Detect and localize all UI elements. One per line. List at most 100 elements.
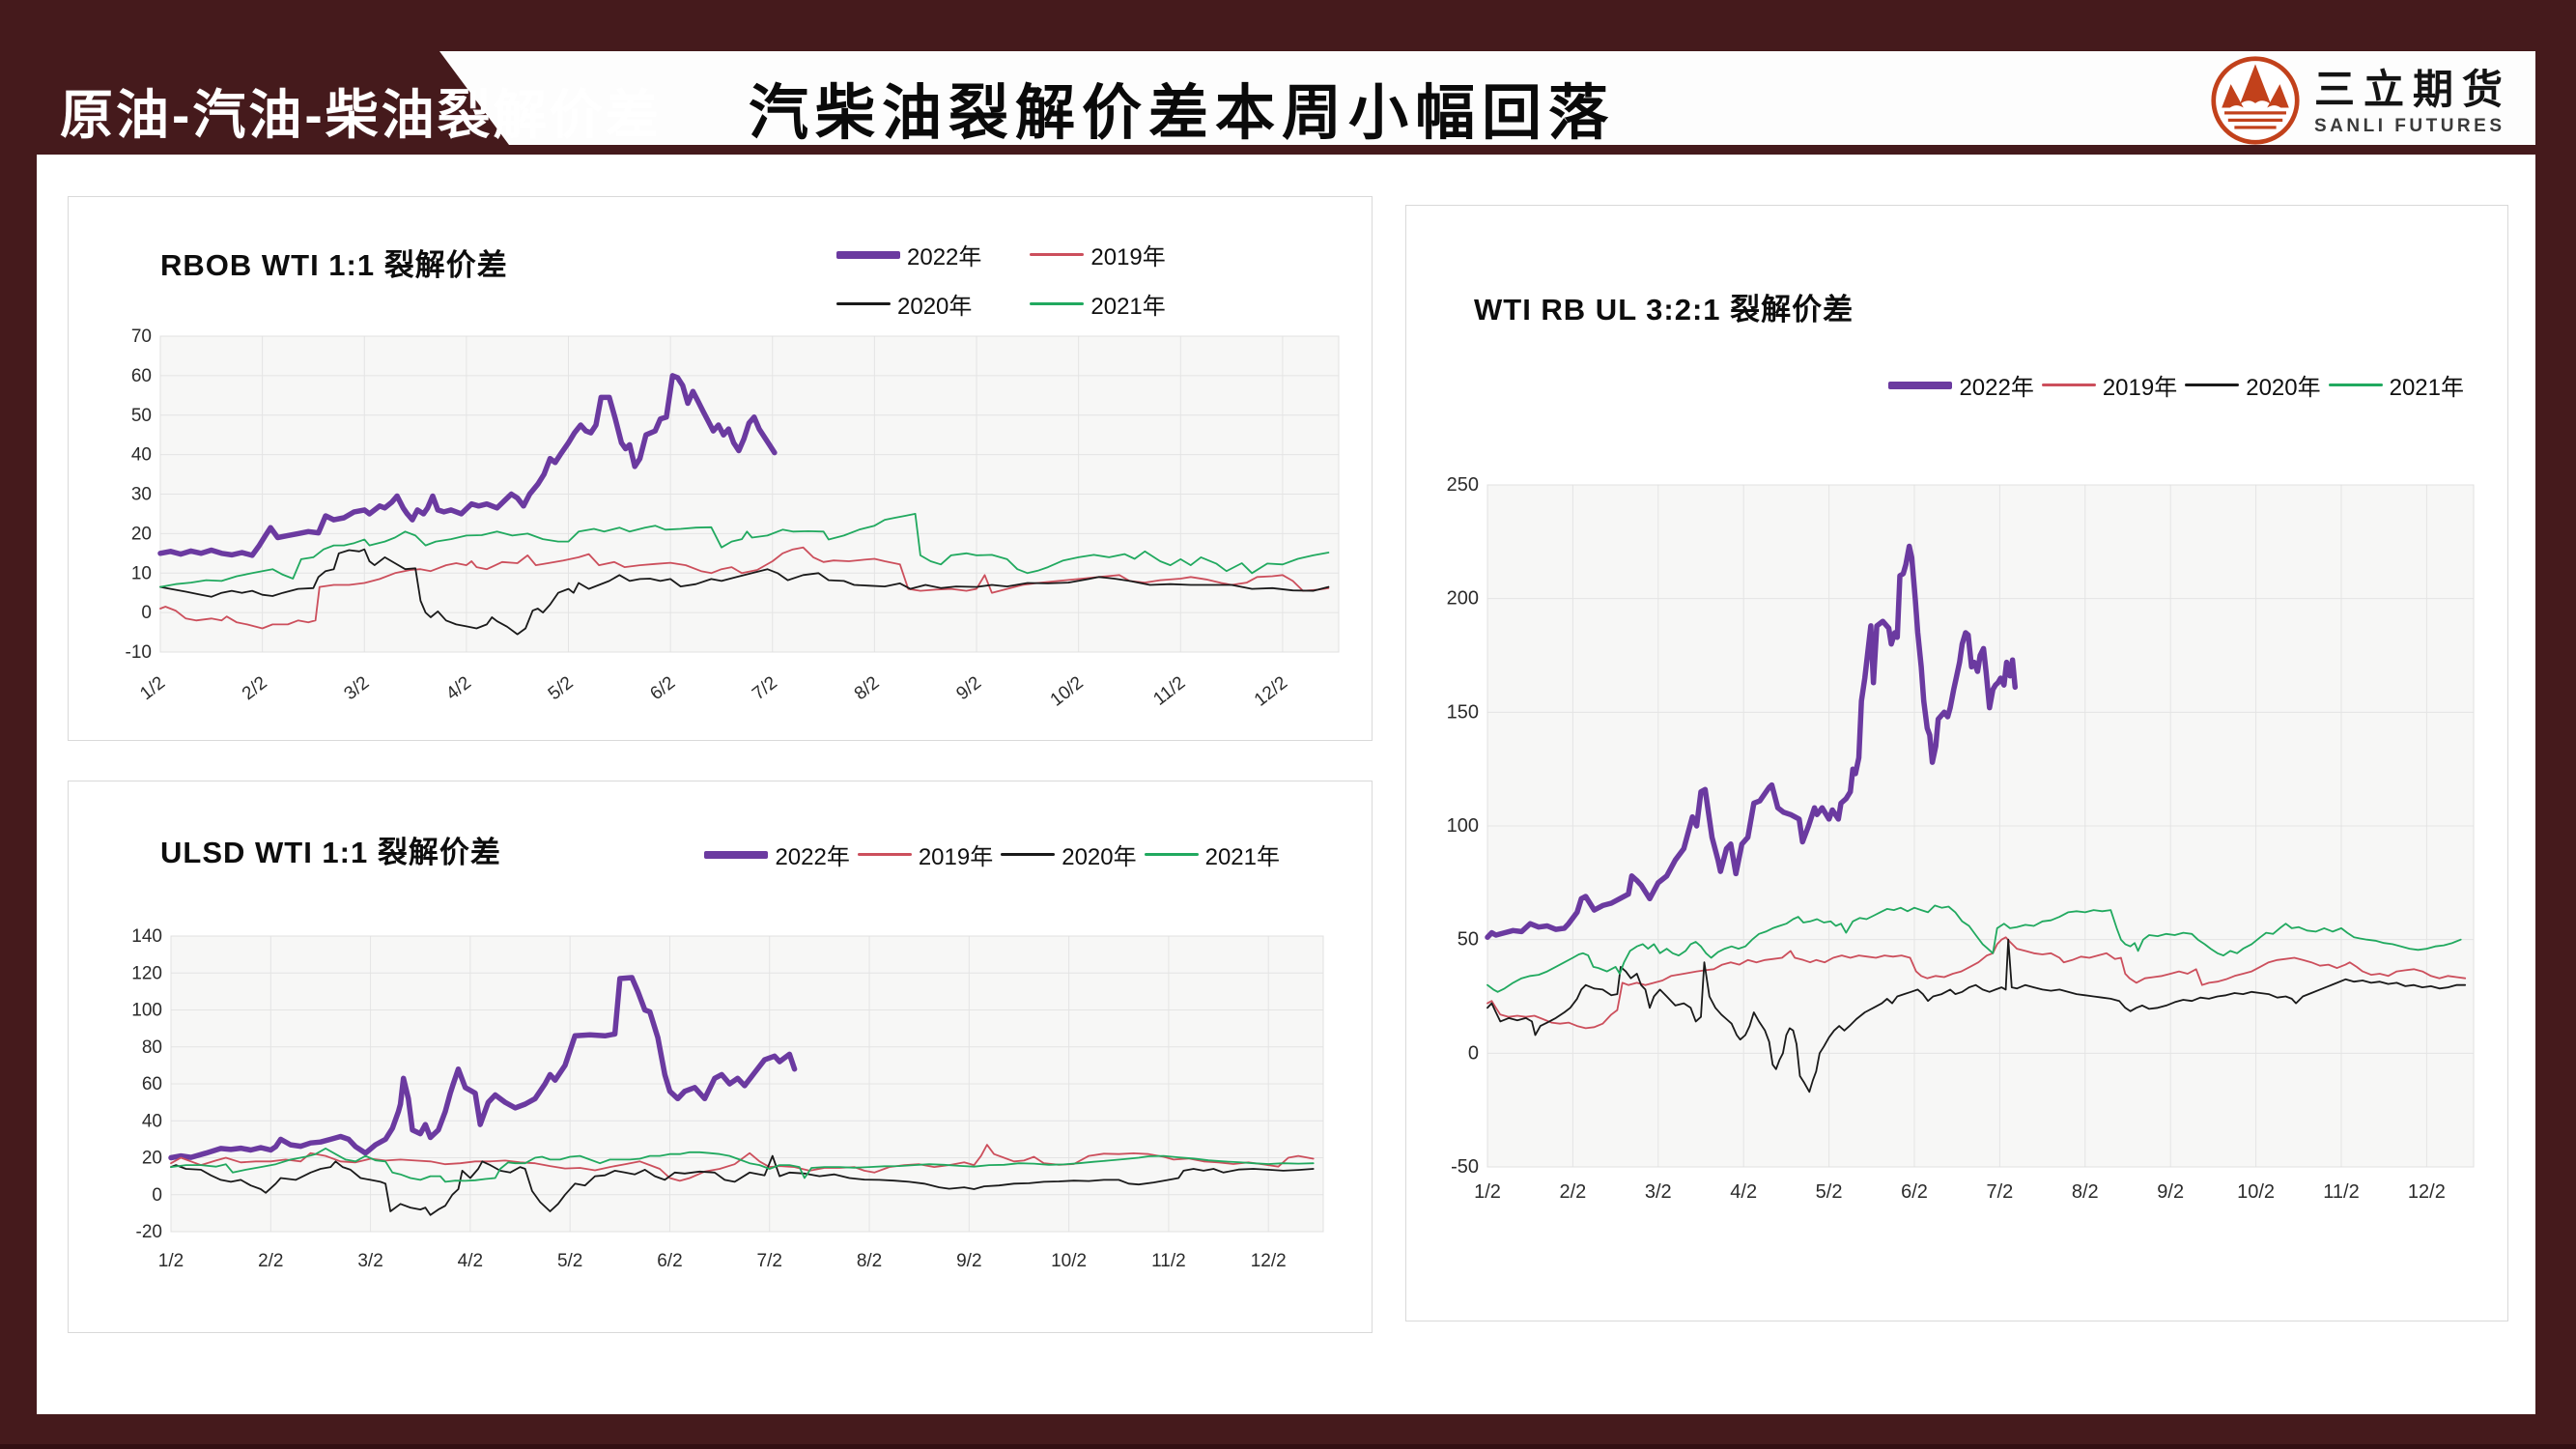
svg-text:200: 200 <box>1447 588 1479 610</box>
svg-text:8/2: 8/2 <box>857 1251 882 1271</box>
svg-text:250: 250 <box>1447 474 1479 496</box>
svg-text:20: 20 <box>142 1149 162 1169</box>
legend-item: 2020年 <box>1001 838 1137 871</box>
legend-swatch <box>836 302 891 305</box>
svg-text:11/2: 11/2 <box>1151 1251 1186 1271</box>
legend-label: 2020年 <box>897 294 973 320</box>
header-title-band <box>439 51 2535 145</box>
svg-text:100: 100 <box>131 1001 162 1021</box>
svg-text:7/2: 7/2 <box>749 672 781 704</box>
svg-text:100: 100 <box>1447 815 1479 837</box>
legend-item: 2021年 <box>1144 838 1280 871</box>
svg-text:8/2: 8/2 <box>2072 1181 2099 1203</box>
svg-text:12/2: 12/2 <box>1251 1251 1287 1271</box>
svg-text:12/2: 12/2 <box>2408 1181 2446 1203</box>
legend-item: 2022年 <box>704 838 850 871</box>
svg-text:7/2: 7/2 <box>757 1251 782 1271</box>
legend-item: 2020年 <box>836 287 981 321</box>
svg-text:7/2: 7/2 <box>1986 1181 2013 1203</box>
svg-text:20: 20 <box>131 524 152 544</box>
legend-swatch <box>2041 384 2096 386</box>
rbob-wti-line-chart: 70 60 50 40 30 20 10 0 -10 1/2 2/2 3/2 4/2 5/2 6/2 7/2 8… <box>126 327 1340 711</box>
svg-text:0: 0 <box>141 603 152 623</box>
svg-text:1/2: 1/2 <box>136 672 169 704</box>
chart-legend-321: 2022年 2019年 2020年 2021年 <box>1888 368 2464 402</box>
legend-item: 2021年 <box>2328 368 2464 402</box>
company-logo: 三立期货 SANLI FUTURES <box>2210 55 2511 151</box>
legend-label: 2022年 <box>1959 375 2034 401</box>
report-category-title: 原油-汽油-柴油裂解价差 <box>60 85 662 145</box>
svg-text:4/2: 4/2 <box>458 1251 483 1271</box>
svg-text:1/2: 1/2 <box>158 1251 184 1271</box>
svg-text:2/2: 2/2 <box>239 672 271 704</box>
sanli-mountain-logo-icon <box>2210 55 2301 151</box>
legend-label: 2021年 <box>1204 844 1280 870</box>
legend-label: 2020年 <box>2246 375 2321 401</box>
legend-swatch <box>1030 253 1085 256</box>
chart-panel-ulsd-wti: ULSD WTI 1:1 裂解价差 2022年 2019年 2020年 2021年 1… <box>68 781 1373 1333</box>
legend-item: 2019年 <box>1030 238 1166 271</box>
wti-321-line-chart: 250 200 150 100 50 0 -50 1/2 2/2 3/2 4/2 5/2 6/2 7/2 8… <box>1447 474 2475 1203</box>
svg-text:9/2: 9/2 <box>2157 1181 2184 1203</box>
svg-text:70: 70 <box>131 327 152 347</box>
svg-text:6/2: 6/2 <box>1901 1181 1928 1203</box>
logo-name-cn: 三立期货 <box>2314 66 2512 112</box>
ulsd-wti-line-chart: 140 120 100 80 60 40 20 0 -20 1/2 2/2 3/2 4/2 5/2 6/2 7… <box>131 926 1324 1271</box>
legend-item: 2022年 <box>1888 368 2034 402</box>
chart-legend-rbob: 2022年 2019年 2020年 2021年 <box>836 238 1166 321</box>
legend-swatch <box>704 850 769 859</box>
svg-text:3/2: 3/2 <box>357 1251 382 1271</box>
legend-label: 2021年 <box>2389 375 2464 401</box>
svg-text:10/2: 10/2 <box>2237 1181 2275 1203</box>
svg-text:-10: -10 <box>126 642 152 663</box>
legend-label: 2019年 <box>918 844 994 870</box>
bottom-frame-band <box>0 1414 2576 1449</box>
legend-label: 2022年 <box>775 844 850 870</box>
svg-text:10/2: 10/2 <box>1047 672 1088 710</box>
chart-panel-rbob-wti: RBOB WTI 1:1 裂解价差 2022年 2019年 2020年 2021年 7… <box>68 196 1373 741</box>
svg-text:0: 0 <box>152 1185 162 1206</box>
legend-item: 2021年 <box>1030 287 1166 321</box>
svg-text:5/2: 5/2 <box>545 672 578 704</box>
left-frame-band <box>0 0 37 1449</box>
svg-text:60: 60 <box>142 1074 162 1094</box>
legend-swatch <box>2328 384 2383 386</box>
svg-text:9/2: 9/2 <box>952 672 985 704</box>
svg-text:2/2: 2/2 <box>258 1251 283 1271</box>
svg-text:6/2: 6/2 <box>657 1251 682 1271</box>
svg-text:120: 120 <box>131 963 162 983</box>
svg-text:60: 60 <box>131 366 152 386</box>
legend-swatch <box>1144 853 1199 856</box>
logo-text: 三立期货 SANLI FUTURES <box>2314 66 2512 137</box>
legend-label: 2022年 <box>907 244 982 270</box>
svg-text:5/2: 5/2 <box>1816 1181 1843 1203</box>
chart-title-rbob: RBOB WTI 1:1 裂解价差 <box>160 248 508 282</box>
svg-text:10/2: 10/2 <box>1051 1251 1087 1271</box>
legend-label: 2019年 <box>1090 244 1166 270</box>
legend-swatch <box>2185 384 2240 386</box>
chart-legend-ulsd: 2022年 2019年 2020年 2021年 <box>704 838 1280 871</box>
legend-swatch <box>836 250 900 259</box>
svg-text:150: 150 <box>1447 701 1479 723</box>
legend-swatch <box>1888 381 1953 389</box>
svg-text:40: 40 <box>142 1111 162 1131</box>
svg-text:80: 80 <box>142 1037 162 1058</box>
legend-swatch <box>857 853 912 856</box>
chart-title-321: WTI RB UL 3:2:1 裂解价差 <box>1474 293 1854 327</box>
legend-item: 2019年 <box>2041 368 2177 402</box>
svg-text:3/2: 3/2 <box>1645 1181 1672 1203</box>
svg-text:4/2: 4/2 <box>1730 1181 1757 1203</box>
legend-swatch <box>1001 853 1056 856</box>
svg-text:1/2: 1/2 <box>1474 1181 1501 1203</box>
legend-item: 2020年 <box>2185 368 2321 402</box>
chart-title-ulsd: ULSD WTI 1:1 裂解价差 <box>160 836 501 869</box>
legend-label: 2020年 <box>1062 844 1137 870</box>
legend-label: 2021年 <box>1090 294 1166 320</box>
svg-text:11/2: 11/2 <box>1149 672 1189 709</box>
right-frame-band <box>2535 0 2576 1449</box>
svg-text:10: 10 <box>131 563 152 583</box>
page-title: 汽柴油裂解价差本周小幅回落 <box>749 80 1616 147</box>
svg-text:3/2: 3/2 <box>341 672 374 704</box>
svg-text:5/2: 5/2 <box>557 1251 582 1271</box>
svg-text:11/2: 11/2 <box>2323 1181 2359 1203</box>
